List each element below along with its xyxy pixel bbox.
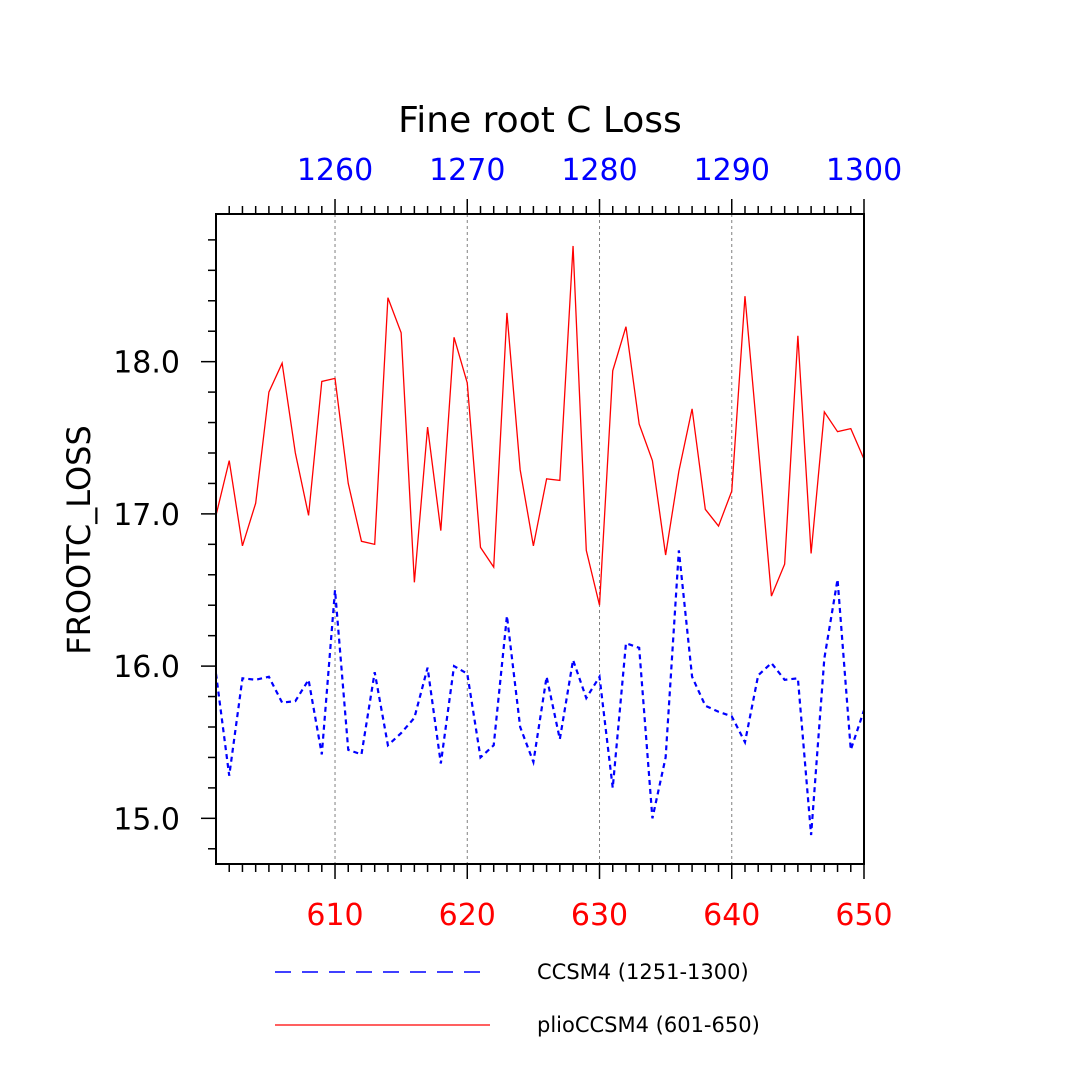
y-tick-label: 17.0 bbox=[113, 498, 180, 533]
plot-frame bbox=[215, 213, 865, 865]
legend-label-pliocssm4: plioCCSM4 (601-650) bbox=[537, 1013, 760, 1037]
plot-border bbox=[215, 213, 865, 865]
top-tick-label: 1270 bbox=[429, 153, 505, 188]
legend-label-ccsm4: CCSM4 (1251-1300) bbox=[537, 960, 749, 984]
y-axis: 15.0 16.0 17.0 18.0 bbox=[113, 239, 216, 850]
top-tick-label: 1300 bbox=[826, 153, 902, 188]
bottom-tick-label: 650 bbox=[835, 898, 892, 933]
y-axis-label: FROOTC_LOSS bbox=[60, 425, 98, 655]
y-tick-label: 16.0 bbox=[113, 650, 180, 685]
y-tick-label: 15.0 bbox=[113, 802, 180, 837]
series-line-ccsm4 bbox=[214, 550, 866, 836]
legend-item-ccsm4: CCSM4 (1251-1300) bbox=[275, 960, 749, 984]
legend-item-pliocssm4: plioCCSM4 (601-650) bbox=[275, 1013, 760, 1037]
series-points-pliocssm4 bbox=[215, 245, 865, 606]
bottom-tick-label: 620 bbox=[439, 898, 496, 933]
series-line-pliocssm4 bbox=[215, 245, 865, 606]
bottom-tick-label: 630 bbox=[571, 898, 628, 933]
top-axis: 1260 1270 1280 1290 1300 bbox=[228, 153, 902, 214]
y-tick-label: 18.0 bbox=[113, 346, 180, 381]
chart-title: Fine root C Loss bbox=[398, 100, 682, 141]
top-tick-label: 1280 bbox=[561, 153, 637, 188]
bottom-axis: 610 620 630 640 650 bbox=[228, 864, 893, 933]
gridlines bbox=[334, 214, 733, 864]
series-layer bbox=[214, 245, 866, 836]
bottom-tick-label: 610 bbox=[306, 898, 363, 933]
legend: CCSM4 (1251-1300) plioCCSM4 (601-650) bbox=[275, 960, 760, 1037]
bottom-tick-label: 640 bbox=[703, 898, 760, 933]
top-tick-label: 1260 bbox=[297, 153, 373, 188]
top-tick-label: 1290 bbox=[694, 153, 770, 188]
